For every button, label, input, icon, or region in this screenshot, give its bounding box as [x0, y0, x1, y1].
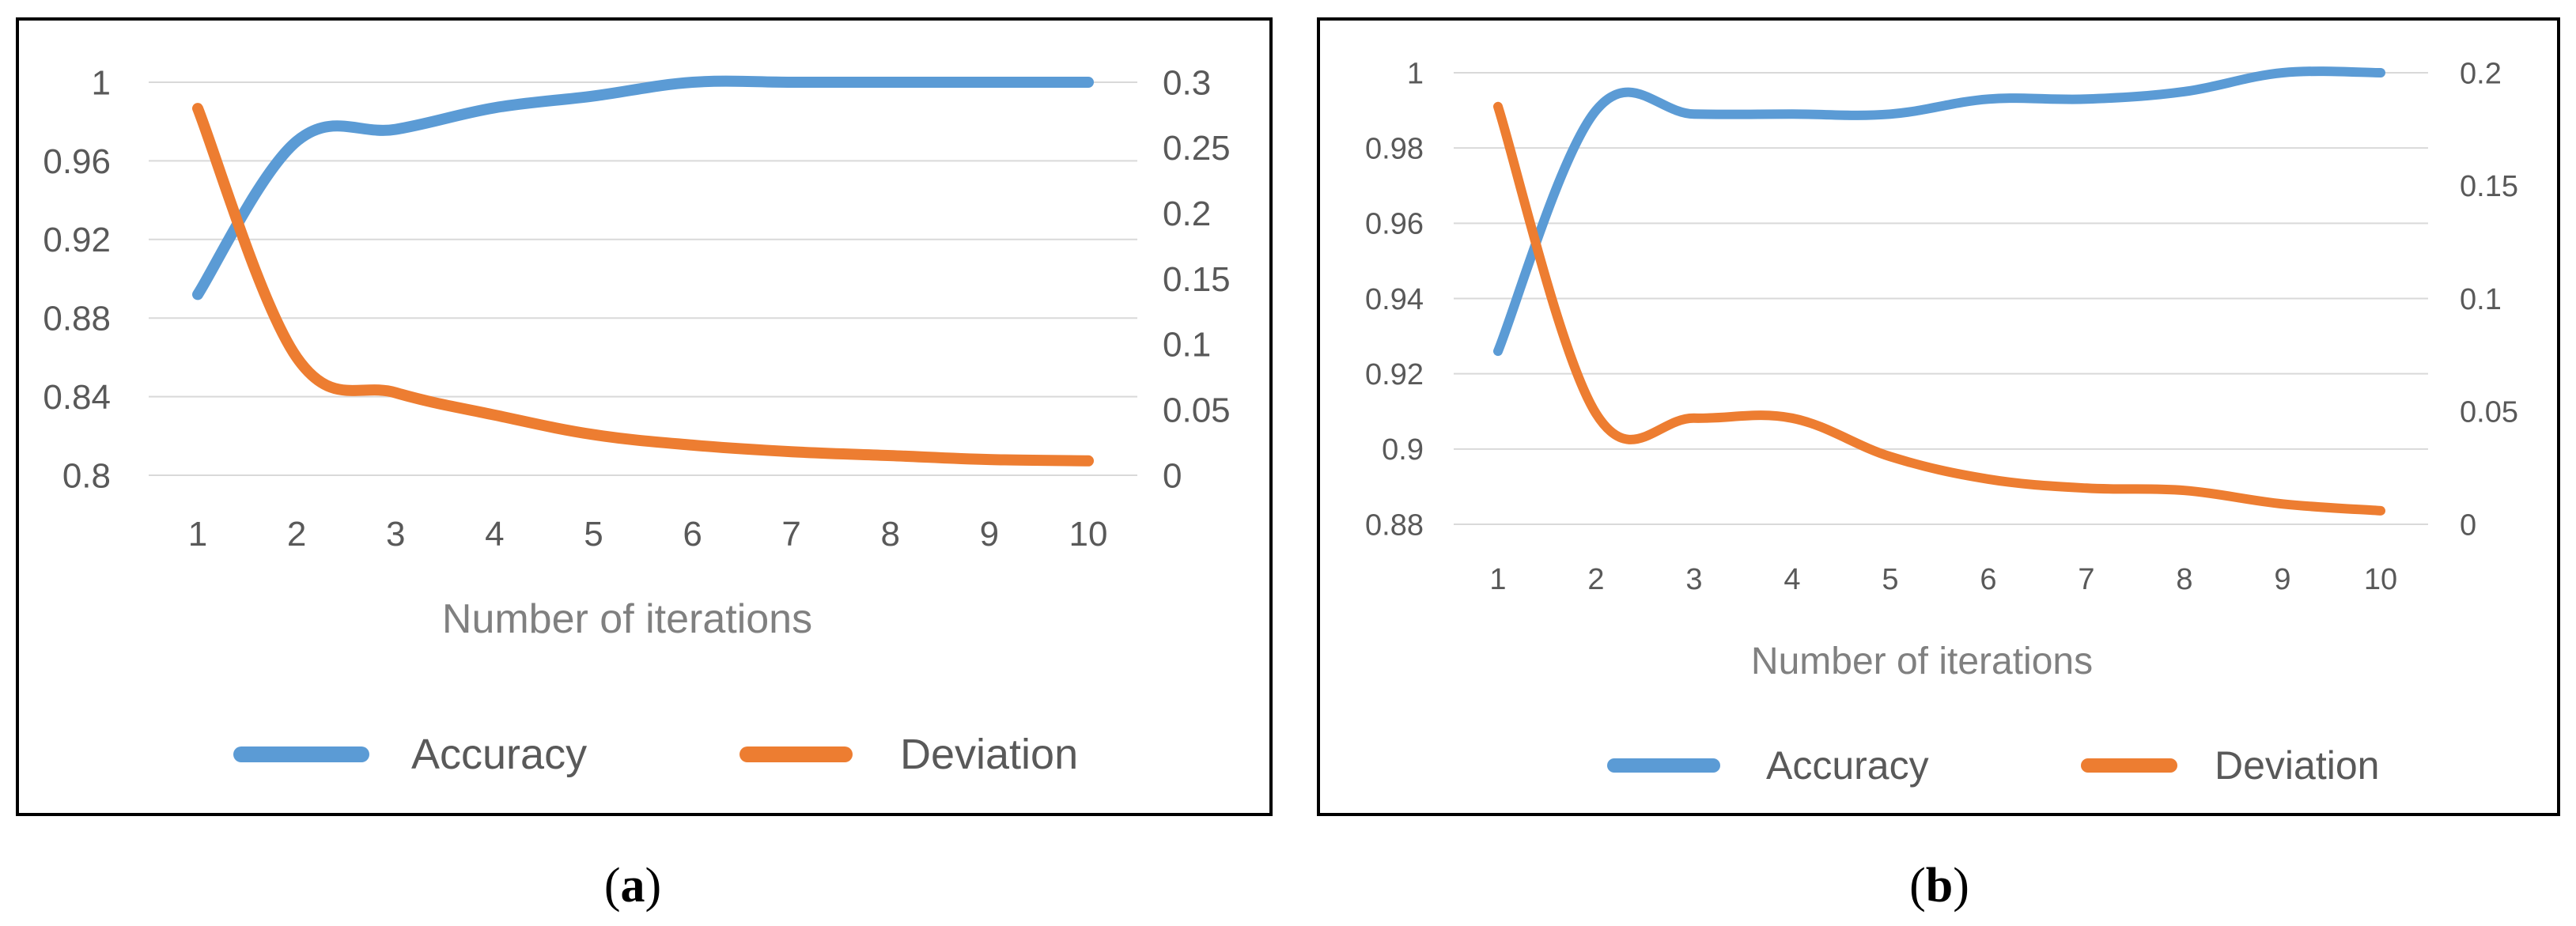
legend-label-accuracy-a: Accuracy — [411, 731, 587, 778]
y-left-tick-label: 1 — [1407, 57, 1424, 90]
y-right-tick-label: 0.15 — [2460, 170, 2518, 203]
y-right-tick-label: 0.25 — [1163, 129, 1231, 168]
x-tick-label: 8 — [2176, 563, 2192, 596]
y-left-tick-label: 0.9 — [1382, 433, 1424, 467]
y-right-tick-label: 0.1 — [2460, 283, 2502, 316]
x-tick-label: 1 — [1489, 563, 1506, 596]
panel-frame-a — [16, 17, 1273, 816]
right-axis-ticks-a: 0 0.05 0.1 0.15 0.2 0.25 0.3 — [1163, 63, 1231, 495]
series-line-accuracy — [1493, 66, 2385, 357]
x-tick-label: 5 — [584, 515, 603, 554]
legend-label-accuracy-b: Accuracy — [1766, 743, 1929, 788]
x-tick-label: 7 — [781, 515, 800, 554]
y-right-tick-label: 0.05 — [1163, 391, 1231, 430]
y-left-tick-label: 0.92 — [1365, 358, 1424, 391]
series-line-accuracy — [192, 75, 1094, 300]
y-left-tick-label: 0.98 — [1365, 132, 1424, 165]
y-left-tick-label: 0.84 — [43, 378, 111, 417]
legend-label-deviation-b: Deviation — [2215, 743, 2379, 788]
y-right-tick-label: 0.05 — [2460, 396, 2518, 429]
x-tick-label: 3 — [1685, 563, 1702, 596]
left-axis-ticks-b: 0.88 0.9 0.92 0.94 0.96 0.98 1 — [1365, 57, 1424, 542]
x-tick-label: 1 — [188, 515, 207, 554]
x-tick-label: 4 — [485, 515, 504, 554]
legend-a: Accuracy Deviation — [233, 731, 1078, 778]
chart-panel-a: 0.8 0.84 0.88 0.92 0.96 1 0 0.05 0.1 0.15 0.2 0.25… — [16, 17, 1273, 816]
x-tick-label: 8 — [881, 515, 900, 554]
x-tick-label: 2 — [287, 515, 306, 554]
panel-caption-b: (b) — [1909, 859, 1969, 913]
x-axis-ticks-b: 1 2 3 4 5 6 7 8 9 10 — [1489, 563, 2397, 596]
panel-frame-b — [1317, 17, 2560, 816]
x-tick-label: 10 — [2364, 563, 2397, 596]
svg-text:(b): (b) — [1909, 859, 1969, 913]
x-tick-label: 9 — [2274, 563, 2290, 596]
svg-text:(a): (a) — [604, 859, 661, 913]
panel-caption-a: (a) — [604, 859, 661, 913]
y-left-tick-label: 0.96 — [43, 142, 111, 181]
x-tick-label: 6 — [1980, 563, 1996, 596]
y-right-tick-label: 0.15 — [1163, 260, 1231, 299]
x-tick-label: 6 — [683, 515, 702, 554]
x-axis-label-b: Number of iterations — [1751, 641, 2093, 682]
x-tick-label: 4 — [1784, 563, 1800, 596]
y-right-tick-label: 0.2 — [1163, 195, 1211, 233]
series-lines-a — [192, 75, 1094, 467]
x-tick-label: 9 — [980, 515, 999, 554]
series-line-deviation — [1493, 101, 2385, 516]
y-left-tick-label: 0.8 — [62, 456, 111, 495]
y-right-tick-label: 0.1 — [1163, 326, 1211, 365]
x-tick-label: 5 — [1882, 563, 1898, 596]
panel-caption-letter-b: b — [1926, 859, 1953, 913]
x-tick-label: 3 — [386, 515, 405, 554]
x-tick-label: 10 — [1069, 515, 1108, 554]
y-right-tick-label: 0 — [1163, 456, 1182, 495]
x-tick-label: 7 — [2078, 563, 2094, 596]
right-axis-ticks-b: 0 0.05 0.1 0.15 0.2 — [2460, 57, 2518, 542]
y-left-tick-label: 0.88 — [43, 300, 111, 338]
legend-label-deviation-a: Deviation — [900, 731, 1078, 778]
series-lines-b — [1493, 66, 2385, 516]
y-left-tick-label: 0.92 — [43, 221, 111, 259]
x-tick-label: 2 — [1587, 563, 1604, 596]
x-axis-ticks-a: 1 2 3 4 5 6 7 8 9 10 — [188, 515, 1108, 554]
panel-caption-letter-a: a — [621, 859, 645, 913]
left-axis-ticks-a: 0.8 0.84 0.88 0.92 0.96 1 — [43, 63, 111, 495]
x-axis-label-a: Number of iterations — [442, 596, 812, 642]
y-right-tick-label: 0.2 — [2460, 57, 2502, 90]
y-right-tick-label: 0 — [2460, 508, 2476, 542]
y-right-tick-label: 0.3 — [1163, 63, 1211, 102]
y-left-tick-label: 0.88 — [1365, 508, 1424, 542]
legend-b: Accuracy Deviation — [1607, 743, 2379, 788]
y-left-tick-label: 0.96 — [1365, 208, 1424, 241]
chart-panel-b: 0.88 0.9 0.92 0.94 0.96 0.98 1 0 0.05 0.1 0.15 0.2… — [1317, 17, 2560, 816]
y-left-tick-label: 1 — [92, 63, 111, 102]
series-line-deviation — [192, 103, 1094, 467]
y-left-tick-label: 0.94 — [1365, 283, 1424, 316]
